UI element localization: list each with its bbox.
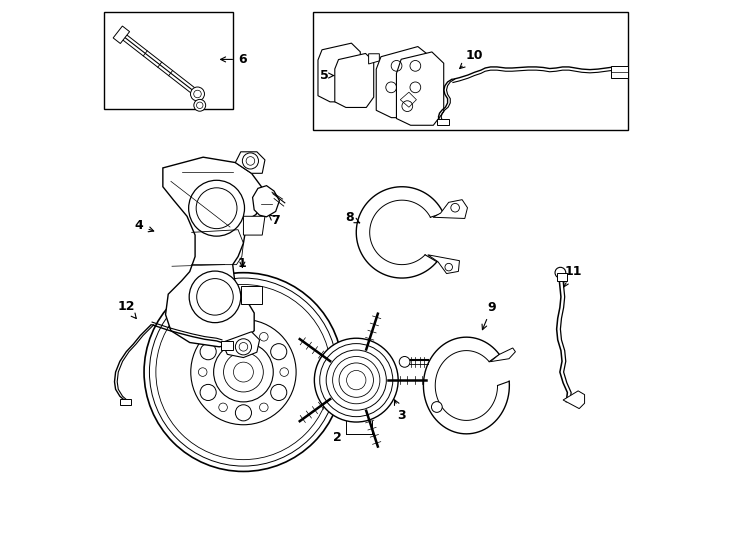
Text: 10: 10 xyxy=(459,49,483,69)
Polygon shape xyxy=(244,217,265,235)
Polygon shape xyxy=(222,332,260,357)
Polygon shape xyxy=(428,255,459,274)
Polygon shape xyxy=(433,200,468,219)
Bar xyxy=(313,12,628,130)
Circle shape xyxy=(432,402,442,413)
Polygon shape xyxy=(163,157,262,347)
Bar xyxy=(221,341,233,349)
Bar xyxy=(556,273,567,281)
Circle shape xyxy=(144,273,343,471)
Bar xyxy=(120,399,131,406)
Circle shape xyxy=(314,338,398,422)
Circle shape xyxy=(191,87,205,101)
Polygon shape xyxy=(368,54,379,64)
Polygon shape xyxy=(236,152,265,173)
Text: 1: 1 xyxy=(238,257,247,270)
Polygon shape xyxy=(335,53,374,107)
Text: 6: 6 xyxy=(221,53,247,66)
Text: 11: 11 xyxy=(564,265,582,287)
Bar xyxy=(103,12,233,109)
Polygon shape xyxy=(241,286,262,304)
Circle shape xyxy=(189,180,244,236)
Text: 8: 8 xyxy=(346,211,360,225)
Circle shape xyxy=(189,271,241,322)
Text: 5: 5 xyxy=(319,69,334,82)
Polygon shape xyxy=(490,348,515,362)
Polygon shape xyxy=(318,43,360,102)
Polygon shape xyxy=(113,26,130,44)
Text: 2: 2 xyxy=(333,431,341,444)
Text: 4: 4 xyxy=(135,219,153,232)
Bar xyxy=(437,118,448,125)
Circle shape xyxy=(194,99,206,111)
Text: 3: 3 xyxy=(394,400,406,422)
Polygon shape xyxy=(252,186,280,217)
Text: 9: 9 xyxy=(482,301,496,330)
Circle shape xyxy=(399,356,410,367)
Circle shape xyxy=(555,267,566,278)
Polygon shape xyxy=(377,46,431,118)
Bar xyxy=(611,66,628,78)
Circle shape xyxy=(214,342,273,402)
Polygon shape xyxy=(563,391,584,409)
Text: 7: 7 xyxy=(269,214,280,227)
Polygon shape xyxy=(396,52,444,125)
Text: 12: 12 xyxy=(117,300,137,319)
